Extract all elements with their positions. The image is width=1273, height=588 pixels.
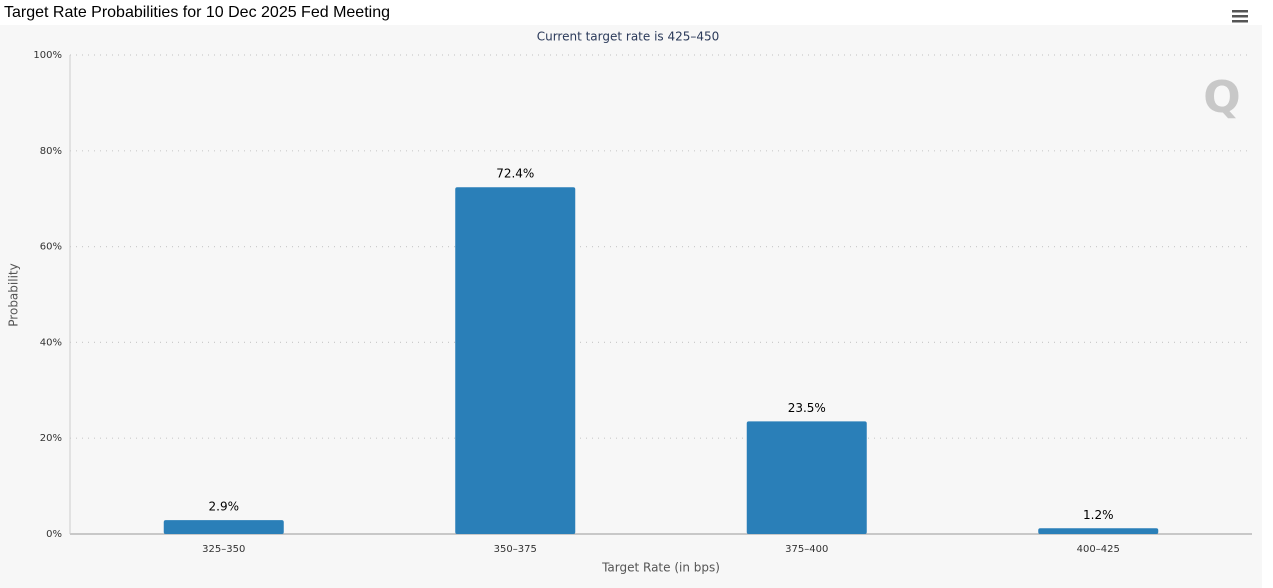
y-tick-label: 0%: [46, 529, 62, 540]
chart-background: [0, 25, 1262, 588]
y-tick-label: 100%: [33, 50, 62, 61]
data-label: 1.2%: [1083, 508, 1114, 522]
data-label: 72.4%: [496, 167, 534, 181]
x-tick-label: 375–400: [785, 544, 828, 555]
chart-title: Target Rate Probabilities for 10 Dec 202…: [4, 4, 390, 21]
y-tick-label: 80%: [40, 146, 62, 157]
bar: [746, 421, 867, 534]
x-tick-label: 350–375: [494, 544, 537, 555]
menu-button[interactable]: [1232, 10, 1248, 23]
bar: [455, 187, 576, 535]
logo: Q: [1203, 72, 1240, 123]
data-label: 23.5%: [788, 401, 826, 415]
y-tick-label: 40%: [40, 337, 62, 348]
chart-subtitle: Current target rate is 425–450: [537, 30, 720, 44]
y-tick-label: 20%: [40, 433, 62, 444]
bar: [1038, 528, 1159, 534]
x-axis-title: Target Rate (in bps): [601, 561, 720, 575]
bar: [163, 520, 284, 534]
x-tick-label: 400–425: [1077, 544, 1120, 555]
data-label: 2.9%: [209, 500, 240, 514]
x-tick-label: 325–350: [202, 544, 245, 555]
y-tick-label: 60%: [40, 242, 62, 253]
y-axis-title: Probability: [7, 263, 21, 326]
